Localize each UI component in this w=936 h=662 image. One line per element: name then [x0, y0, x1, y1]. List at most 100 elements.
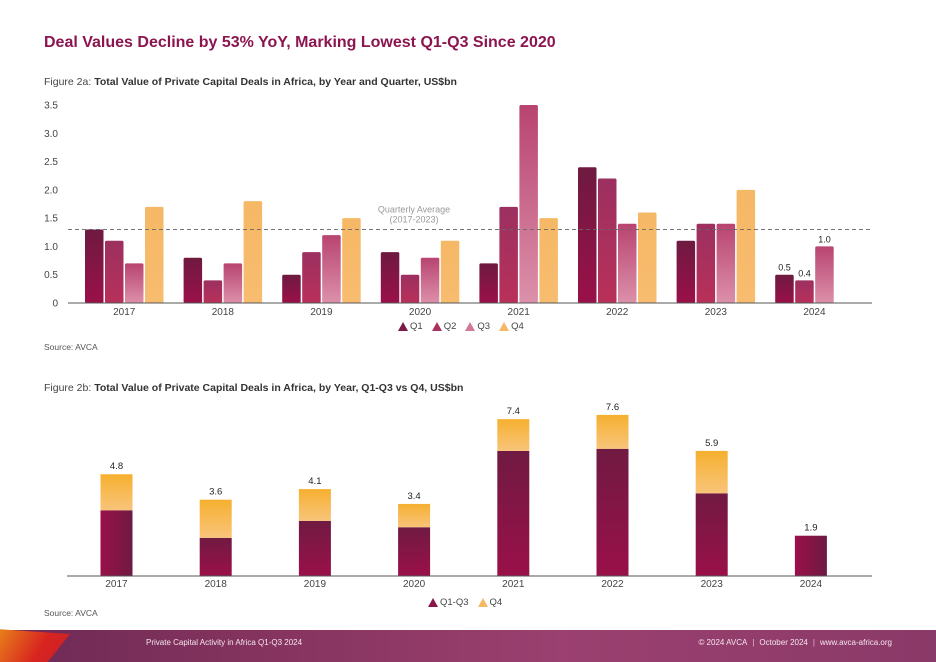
bar-q2-2023 [696, 223, 716, 303]
footer-date: October 2024 [759, 638, 808, 647]
x-tick-label: 2019 [304, 579, 327, 590]
bar-q4-2018 [199, 499, 232, 538]
bar-q3-2019 [322, 235, 341, 303]
bar-q1-2021 [479, 263, 498, 303]
x-tick-label: 2018 [205, 579, 228, 590]
page-footer: Private Capital Activity in Africa Q1-Q3… [0, 629, 936, 662]
bar-q1-2018 [183, 257, 203, 303]
x-tick-label: 2023 [705, 307, 728, 318]
bar-q4-2022 [596, 414, 629, 449]
bar-q4-2019 [298, 489, 331, 521]
footer-website-link[interactable]: www.avca-africa.org [819, 638, 892, 647]
figure-2b-title: Figure 2b: Total Value of Private Capita… [44, 382, 463, 394]
bar-q4-2020 [440, 240, 460, 303]
bar-q2-2024 [795, 280, 814, 303]
x-tick-label: 2020 [409, 307, 432, 318]
bar-q3-2020 [420, 257, 440, 303]
figure-2b-heading: Total Value of Private Capital Deals in … [94, 382, 464, 394]
bar-q4-2021 [539, 218, 558, 303]
total-label: 5.9 [705, 438, 718, 449]
bar-q3-2021 [519, 105, 538, 303]
total-label: 3.4 [407, 491, 420, 502]
bar-q2-2018 [203, 280, 223, 303]
bar-q1-q3-2018 [199, 537, 232, 576]
bar-q1-q3-2019 [298, 520, 331, 576]
footer-info: © 2024 AVCA | October 2024 | www.avca-africa… [698, 638, 892, 647]
bar-q1-2022 [578, 167, 597, 303]
legend-item-q3: Q3 [465, 321, 490, 332]
footer-separator: | [752, 638, 755, 647]
x-tick-label: 2021 [508, 307, 531, 318]
triangle-marker-icon [428, 598, 438, 607]
bar-q1-2023 [676, 240, 696, 303]
page-title: Deal Values Decline by 53% YoY, Marking … [44, 34, 556, 51]
bar-q3-2017 [125, 263, 144, 303]
y-tick-label: 1.5 [44, 214, 58, 225]
triangle-marker-icon [398, 322, 408, 331]
data-label: 0.5 [778, 263, 791, 273]
bar-q3-2023 [716, 223, 736, 303]
figure-2a-title: Figure 2a: Total Value of Private Capita… [44, 76, 457, 88]
total-label: 4.8 [110, 461, 123, 472]
footer-copyright: © 2024 AVCA [698, 638, 748, 647]
bar-q4-2017 [145, 206, 164, 303]
figure-2a-heading: Total Value of Private Capital Deals in … [94, 76, 457, 88]
y-tick-label: 1.0 [44, 242, 58, 253]
data-label: 1.0 [818, 234, 831, 244]
bar-q2-2019 [302, 252, 321, 303]
figure-2a-source: Source: AVCA [44, 342, 98, 352]
bar-q4-2022 [638, 212, 657, 303]
bar-q1-q3-2020 [398, 527, 431, 576]
figure-2b-source: Source: AVCA [44, 608, 98, 618]
x-tick-label: 2022 [606, 307, 629, 318]
figure-2b-label: Figure 2b: [44, 382, 95, 394]
y-tick-label: 2.5 [44, 157, 58, 168]
legend-item-q4: Q4 [477, 597, 502, 608]
total-label: 4.1 [308, 476, 321, 487]
legend-item-q1: Q1 [398, 321, 423, 332]
y-tick-label: 0.5 [44, 270, 58, 281]
bar-q1-2017 [85, 229, 104, 303]
bar-q4-2023 [695, 450, 728, 494]
bar-q1-2024 [775, 274, 794, 303]
figure-2a-label: Figure 2a: [44, 76, 95, 88]
bar-q4-2019 [342, 218, 361, 303]
data-label: 0.4 [798, 268, 811, 278]
bar-q1-q3-2017 [100, 510, 133, 576]
x-tick-label: 2024 [803, 307, 826, 318]
y-tick-label: 0 [52, 299, 58, 310]
triangle-marker-icon [477, 598, 488, 607]
bar-q2-2020 [400, 274, 420, 303]
x-tick-label: 2018 [212, 307, 235, 318]
quarterly-average-period: (2017-2023) [389, 214, 438, 224]
bar-q1-q3-2023 [695, 493, 728, 576]
total-label: 7.6 [606, 402, 619, 413]
figure-2a-chart: 0 0.5 1.0 1.5 2.0 2.5 3.0 3.5 Quarterly Average… [44, 101, 872, 318]
bar-q1-q3-2021 [497, 450, 530, 576]
bar-q4-2021 [497, 419, 530, 451]
legend-item-q2: Q2 [431, 321, 456, 332]
x-tick-label: 2017 [105, 579, 128, 590]
y-tick-label: 3.5 [44, 101, 58, 112]
bar-q2-2021 [499, 206, 518, 303]
bar-q1-2019 [282, 274, 301, 303]
bar-q2-2022 [598, 178, 617, 303]
bar-q1-q3-2022 [596, 448, 629, 576]
x-tick-label: 2020 [403, 579, 426, 590]
bar-q1-2020 [380, 252, 400, 303]
triangle-marker-icon [465, 322, 476, 331]
figure-2a-legend: Q1 Q2 Q3 Q4 [398, 321, 524, 332]
bar-q3-2018 [223, 263, 243, 303]
bar-q3-2022 [618, 223, 637, 303]
x-tick-label: 2023 [701, 579, 724, 590]
bar-q3-2024 [815, 246, 834, 303]
x-tick-label: 2019 [310, 307, 333, 318]
bar-q4-2017 [100, 474, 133, 511]
x-tick-label: 2022 [601, 579, 624, 590]
bar-q4-2023 [736, 189, 756, 303]
y-tick-label: 3.0 [44, 129, 58, 140]
y-tick-label: 2.0 [44, 185, 58, 196]
total-label: 3.6 [209, 487, 222, 498]
x-tick-label: 2024 [800, 579, 823, 590]
legend-item-q4: Q4 [499, 321, 524, 332]
